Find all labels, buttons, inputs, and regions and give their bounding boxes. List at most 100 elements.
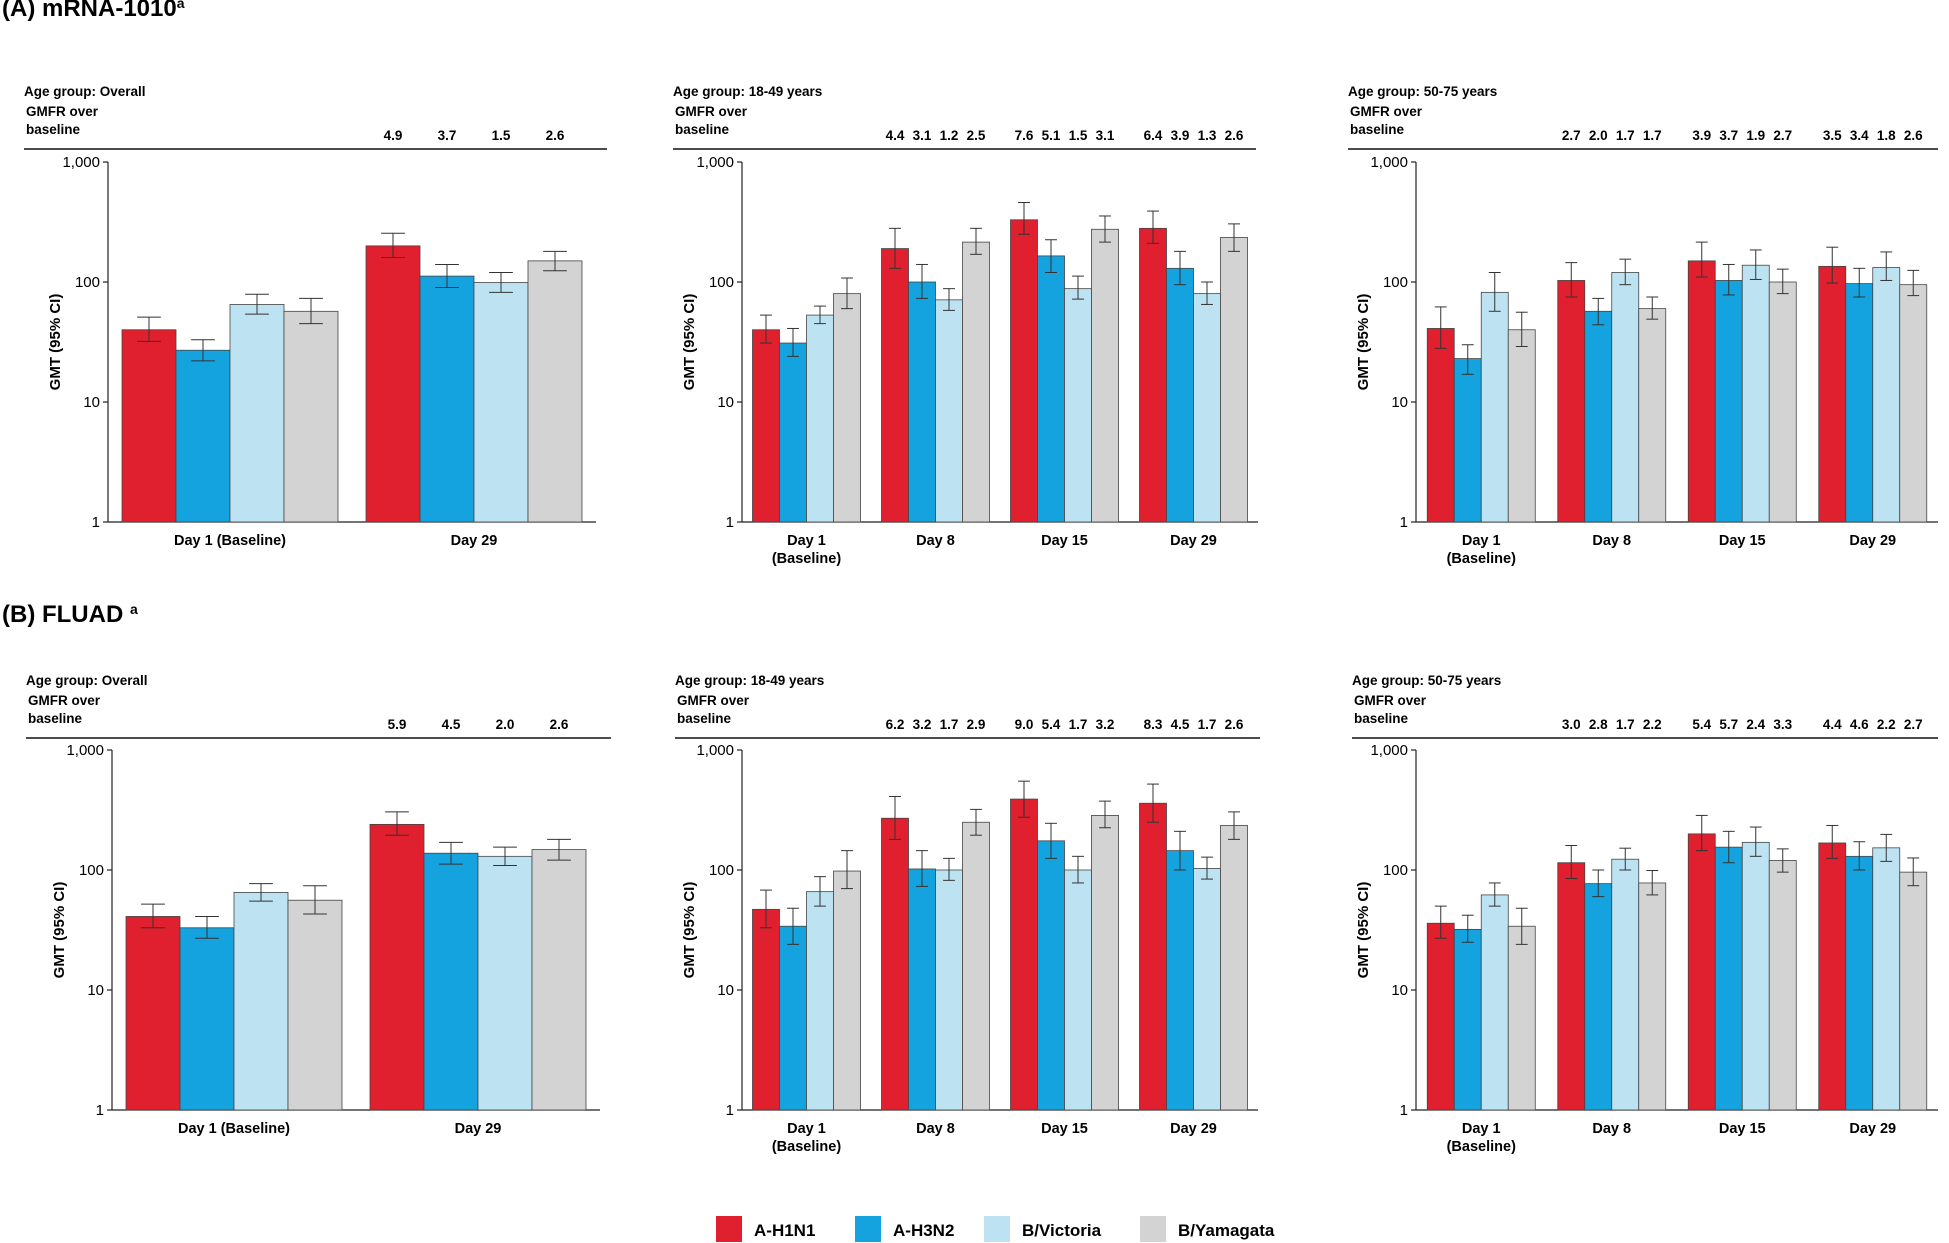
section-a-title: (A) mRNA-1010a bbox=[2, 0, 185, 22]
legend: A-H1N1 A-H3N2 B/Victoria B/Yamagata bbox=[716, 1216, 1275, 1242]
gmfr-value: 3.5 bbox=[1823, 128, 1842, 143]
bar-a-h3n2 bbox=[779, 925, 807, 1111]
gmfr-value: 1.7 bbox=[1616, 717, 1635, 732]
x-category-label: (Baseline) bbox=[772, 1139, 841, 1155]
bar-b-victoria bbox=[1741, 841, 1770, 1111]
gmfr-value: 1.9 bbox=[1746, 128, 1765, 143]
bar-a-h3n2 bbox=[179, 927, 235, 1111]
panel-title: Age group: 18-49 years bbox=[675, 673, 824, 688]
x-category-label: Day 1 bbox=[787, 533, 826, 549]
bar-a-h3n2 bbox=[1714, 280, 1743, 523]
gmfr-value: 3.7 bbox=[1719, 128, 1738, 143]
bar-b-yamagata bbox=[1638, 308, 1667, 523]
gmfr-label-line2: baseline bbox=[26, 122, 81, 137]
gmfr-value: 9.0 bbox=[1015, 717, 1034, 732]
x-category-label: (Baseline) bbox=[772, 551, 841, 567]
gmfr-value: 2.0 bbox=[496, 717, 515, 732]
bar-b-victoria bbox=[1064, 869, 1092, 1111]
bar-a-h3n2 bbox=[1166, 267, 1194, 523]
x-category-label: Day 15 bbox=[1041, 1121, 1088, 1137]
chart-panel-5: Age group: 18-49 years GMFR over baseline 1… bbox=[675, 673, 1260, 1155]
x-category-label: Day 1 bbox=[1462, 1121, 1501, 1137]
bar-b-yamagata bbox=[962, 241, 990, 523]
bar-b-yamagata bbox=[1220, 237, 1248, 523]
panel-title: Age group: 50-75 years bbox=[1352, 673, 1501, 688]
bar-a-h3n2 bbox=[419, 275, 475, 523]
chart-panel-1: Age group: Overall GMFR over baseline 1 10 10… bbox=[24, 84, 607, 549]
chart-panel-2: Age group: 18-49 years GMFR over baseline 1… bbox=[673, 84, 1258, 567]
gmfr-label-line1: GMFR over bbox=[26, 104, 99, 119]
bar-a-h1n1 bbox=[1426, 922, 1455, 1111]
y-tick-label: 1 bbox=[1400, 514, 1408, 531]
panel-title: Age group: Overall bbox=[26, 673, 148, 688]
bar-b-victoria bbox=[935, 869, 963, 1111]
gmfr-label-line2: baseline bbox=[677, 711, 732, 726]
bar-b-victoria bbox=[1872, 847, 1901, 1111]
x-category-label: Day 29 bbox=[455, 1121, 502, 1137]
gmfr-value: 2.2 bbox=[1877, 717, 1896, 732]
bar-b-yamagata bbox=[1899, 871, 1928, 1111]
y-tick-label: 1,000 bbox=[62, 154, 100, 171]
gmfr-value: 2.6 bbox=[546, 128, 565, 143]
x-category-label: Day 8 bbox=[916, 533, 955, 549]
gmfr-value: 2.6 bbox=[1225, 128, 1244, 143]
gmfr-value: 2.9 bbox=[967, 717, 986, 732]
bar-a-h1n1 bbox=[125, 916, 181, 1111]
bar-a-h3n2 bbox=[1166, 850, 1194, 1111]
section-b-title: (B) FLUAD a bbox=[2, 601, 138, 628]
bar-a-h1n1 bbox=[1687, 833, 1716, 1111]
gmfr-value: 2.2 bbox=[1643, 717, 1662, 732]
bar-a-h1n1 bbox=[1139, 227, 1167, 523]
bar-b-victoria bbox=[806, 314, 834, 523]
bar-b-victoria bbox=[1741, 264, 1770, 523]
gmfr-value: 1.5 bbox=[1069, 128, 1088, 143]
y-axis-label: GMT (95% CI) bbox=[1355, 294, 1372, 391]
bar-a-h1n1 bbox=[1818, 842, 1847, 1111]
gmfr-label-line1: GMFR over bbox=[677, 693, 750, 708]
gmfr-value: 3.2 bbox=[1096, 717, 1115, 732]
bar-a-h1n1 bbox=[881, 248, 909, 523]
legend-label: B/Yamagata bbox=[1178, 1221, 1275, 1240]
chart-panel-6: Age group: 50-75 years GMFR over baseline 1… bbox=[1352, 673, 1938, 1155]
bar-b-victoria bbox=[1193, 293, 1221, 523]
y-tick-label: 1 bbox=[92, 514, 100, 531]
bar-a-h1n1 bbox=[365, 245, 421, 523]
bar-b-victoria bbox=[233, 892, 289, 1111]
bar-a-h3n2 bbox=[423, 852, 479, 1111]
gmfr-value: 2.0 bbox=[1589, 128, 1608, 143]
gmfr-value: 6.2 bbox=[886, 717, 905, 732]
bar-b-victoria bbox=[1064, 288, 1092, 523]
x-category-label: Day 8 bbox=[916, 1121, 955, 1137]
gmfr-value: 2.7 bbox=[1562, 128, 1581, 143]
gmfr-value: 2.6 bbox=[1904, 128, 1923, 143]
y-tick-label: 10 bbox=[87, 982, 104, 999]
x-category-label: Day 29 bbox=[451, 533, 498, 549]
bar-b-victoria bbox=[229, 304, 285, 523]
y-tick-label: 10 bbox=[1391, 982, 1408, 999]
bar-a-h1n1 bbox=[1010, 798, 1038, 1111]
gmfr-value: 3.0 bbox=[1562, 717, 1581, 732]
bar-b-yamagata bbox=[1091, 815, 1119, 1111]
legend-label: A-H3N2 bbox=[893, 1221, 954, 1240]
gmfr-value: 4.4 bbox=[1823, 717, 1842, 732]
bar-a-h3n2 bbox=[1037, 255, 1065, 523]
gmfr-value: 1.2 bbox=[940, 128, 959, 143]
gmfr-label-line2: baseline bbox=[28, 711, 83, 726]
bar-a-h1n1 bbox=[752, 329, 780, 523]
x-category-label: (Baseline) bbox=[1447, 1139, 1516, 1155]
bar-a-h3n2 bbox=[908, 868, 936, 1111]
y-tick-label: 1,000 bbox=[66, 742, 104, 759]
x-category-label: Day 29 bbox=[1849, 1121, 1896, 1137]
y-tick-label: 10 bbox=[83, 394, 100, 411]
y-tick-label: 100 bbox=[79, 862, 104, 879]
gmfr-value: 5.4 bbox=[1692, 717, 1711, 732]
bar-a-h3n2 bbox=[1453, 358, 1482, 523]
gmfr-value: 2.6 bbox=[1225, 717, 1244, 732]
bar-b-victoria bbox=[1611, 272, 1640, 523]
gmfr-value: 2.5 bbox=[967, 128, 986, 143]
bar-a-h3n2 bbox=[175, 349, 231, 523]
bar-a-h1n1 bbox=[1426, 328, 1455, 523]
gmfr-value: 8.3 bbox=[1144, 717, 1163, 732]
x-category-label: Day 29 bbox=[1170, 1121, 1217, 1137]
